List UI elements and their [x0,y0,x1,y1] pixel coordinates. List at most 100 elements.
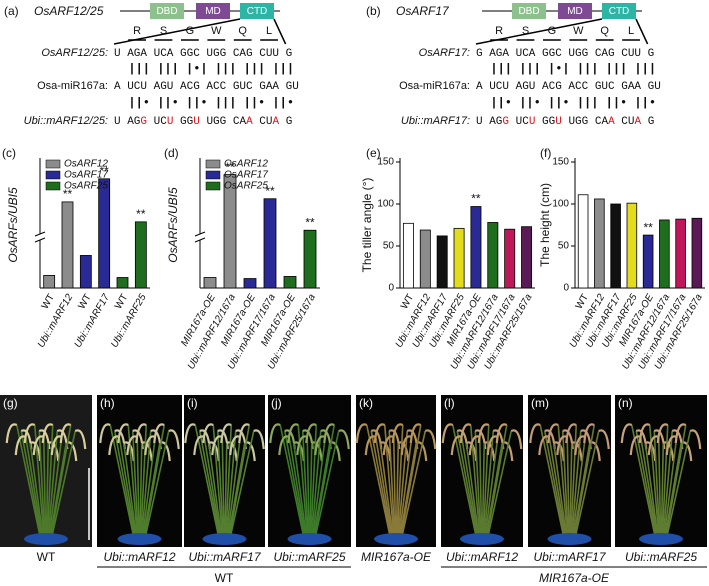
stem [485,442,504,536]
stem [143,442,161,536]
panicle [238,423,250,444]
photo-caption: Ubi::mARF12 [103,550,175,564]
panicle [391,423,404,444]
domain-box [240,3,274,19]
stem [38,430,46,536]
panicle [477,423,490,444]
y-tick-label: 0 [388,283,394,294]
x-tick-label: WT [40,292,57,311]
stem [225,424,233,536]
stem [379,442,394,536]
mutant-segment: U AG [114,116,140,128]
pot [374,533,418,545]
mutant-segment: A [635,116,642,128]
mirna-seq: A UCU AGU ACG ACC GUC GAA GU [114,81,299,93]
stem [139,442,143,536]
bar [675,218,686,289]
bar [402,222,414,289]
panicle [41,423,54,444]
stem [460,436,479,536]
stem [51,430,77,536]
stem [666,430,692,536]
stem [484,436,499,536]
stem [203,436,221,536]
legend-label: OsARF17 [224,170,268,181]
y-tick-label: 50 [558,241,570,252]
mutant-segment: G [279,116,292,128]
significance: ** [99,164,109,178]
stem [657,436,662,536]
bar [61,201,74,289]
stem [216,430,224,536]
stem [118,436,136,536]
pot [460,533,504,545]
stem [194,424,220,536]
mutant-segment: CU [253,116,273,128]
panicle [355,423,368,444]
bar [303,229,317,289]
panicle [99,423,111,444]
panicle [424,429,437,450]
stem [227,436,242,536]
bar [487,222,499,289]
legend-swatch [45,170,61,180]
pairing: ||| ||| |•| ||| ||| ||| [476,62,656,76]
panel-label: (c) [2,146,16,160]
target-name: OsARF12/25: [41,47,108,59]
panicle [323,423,335,444]
stem [401,430,427,536]
stem [653,430,661,536]
bar [436,235,448,289]
amino-acid: W [211,25,222,37]
significance: ** [265,184,275,198]
legend-swatch [205,181,221,191]
panicle [495,423,508,444]
significance: ** [471,192,481,206]
panicle [117,423,129,444]
bar [610,203,621,289]
mutant-name: Ubi::mARF17: [401,115,470,127]
target-seq: U AGA UCA GGC UGG CAG CUU G [114,48,292,60]
panicle [226,441,238,462]
panel-label: (a) [4,4,19,18]
amino-acid: R [495,25,503,37]
stem [142,436,157,536]
bar [626,202,638,289]
mutant-segment: GG [173,116,193,128]
mutant-segment: UC [147,116,167,128]
mutant-segment: U [193,116,200,128]
axis-break [194,237,206,243]
stem [313,442,331,536]
stem [482,424,490,536]
stem [288,436,306,536]
panicle [287,423,299,444]
stem [224,442,228,536]
stem [630,424,656,536]
stem [144,430,170,536]
stem [571,430,582,536]
stem [552,442,567,536]
bar [470,206,482,289]
bar [223,174,237,289]
stem [635,430,657,536]
stem [313,424,336,536]
panicle [529,423,541,444]
stem [397,430,409,536]
pot [24,533,68,545]
domain-box [558,3,592,19]
panicle [59,423,72,444]
target-seq: G AGA UCA GGC UGG CAG CUU G [476,48,654,60]
bar [79,255,92,289]
stem [561,430,569,536]
stem [399,442,418,536]
stem [311,430,322,536]
mutant-name: Ubi::mARF12/25: [24,115,108,127]
stem [548,436,566,536]
mirna-seq: A UCU AGU ACG ACC GUC GAA GU [476,81,661,93]
panicle [510,429,523,450]
amino-acid: R [133,25,141,37]
axis-break [34,237,46,243]
zoom-line [635,18,649,45]
stem [478,436,483,536]
